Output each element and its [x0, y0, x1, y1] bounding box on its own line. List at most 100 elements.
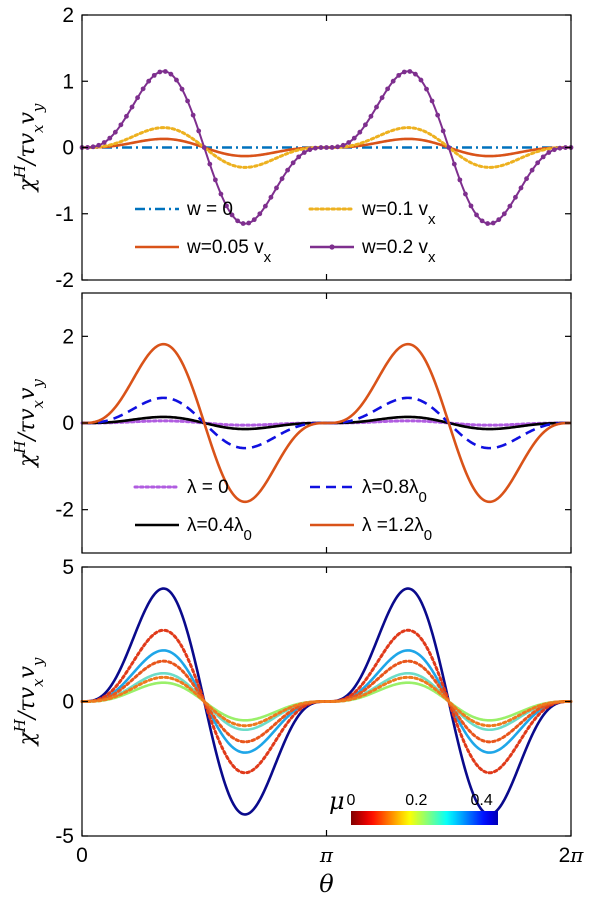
y-axis-label: χH/τvxvy — [11, 379, 47, 469]
y-tick-label: 0 — [62, 412, 74, 435]
series-marker — [129, 104, 135, 110]
legend: w = 0 w=0.1 vx w=0.05 vx w=0.2 vx — [135, 199, 436, 266]
series-marker — [168, 71, 174, 77]
series-marker — [513, 194, 518, 200]
y-tick-label: -1 — [55, 203, 74, 226]
series-marker — [290, 160, 296, 166]
series-marker — [424, 86, 429, 92]
series-marker — [140, 86, 146, 92]
series-marker — [507, 203, 513, 209]
series-marker — [240, 221, 246, 226]
x-tick-label: 0 — [76, 844, 88, 867]
series-marker — [218, 191, 224, 197]
y-axis-label: χH/τvxvy — [11, 657, 47, 747]
series-marker — [368, 113, 374, 119]
series-marker — [546, 150, 552, 155]
series-marker — [107, 135, 113, 141]
y-tick-label: 1 — [62, 70, 74, 93]
x-axis-label: θ — [319, 870, 334, 898]
series-line-4 — [82, 342, 571, 504]
series-marker — [157, 69, 163, 75]
series-marker — [101, 140, 107, 145]
y-tick-label: -2 — [55, 499, 74, 522]
series-marker — [529, 167, 535, 173]
series-marker — [490, 220, 496, 226]
series-marker — [390, 78, 396, 84]
series-marker — [518, 185, 524, 191]
series-marker — [279, 176, 285, 182]
series-marker — [501, 211, 507, 217]
series-marker — [479, 218, 485, 224]
series-marker — [440, 128, 446, 134]
series-marker — [162, 69, 168, 74]
series-marker — [207, 161, 213, 167]
series-marker — [118, 122, 124, 128]
series-marker — [363, 122, 368, 128]
colorbar-tick-label: 0 — [347, 792, 356, 809]
series-marker — [246, 220, 252, 226]
series-marker — [335, 144, 341, 150]
y-tick-label: -2 — [55, 269, 74, 292]
legend-label: λ = 0 — [187, 477, 229, 498]
legend: λ = 0 λ=0.8λ0 λ=0.4λ0 λ =1.2λ0 — [133, 477, 432, 544]
series-marker — [524, 176, 529, 182]
series-marker — [212, 177, 218, 183]
series-marker — [174, 77, 179, 83]
series-marker — [179, 86, 185, 92]
series-marker — [446, 145, 452, 150]
series-marker — [112, 129, 118, 135]
series-marker — [257, 211, 263, 217]
y-tick-label: -5 — [55, 825, 74, 848]
series-marker — [407, 69, 413, 74]
series-marker — [318, 145, 324, 150]
series-marker — [396, 72, 402, 78]
x-tick-label: 2π — [559, 843, 585, 867]
series-marker — [379, 95, 385, 101]
series-marker — [551, 147, 557, 153]
series-marker — [357, 129, 363, 135]
series-marker — [312, 145, 318, 151]
panel-1: -2 -1 0 1 2 χH/τvxvy w = 0 w=0.1 vx w=0.05 vx w=0… — [11, 4, 574, 292]
legend-label: w=0.1 vx — [361, 199, 436, 228]
panel-2: -2 0 2 χH/τvxvy λ = 0 λ=0.8λ0 λ=0.4λ0 λ =1.2λ0 — [11, 292, 573, 554]
series-marker — [196, 128, 202, 134]
series-marker — [474, 212, 479, 218]
series-marker — [351, 135, 357, 141]
y-tick-label: 5 — [62, 556, 74, 579]
series-marker — [285, 167, 290, 173]
series-marker — [146, 78, 152, 84]
series-marker — [496, 217, 502, 223]
series-marker — [190, 112, 196, 118]
legend-label: w=0.05 vx — [186, 237, 272, 266]
series-marker — [418, 77, 424, 83]
series-marker — [135, 95, 140, 101]
series-marker — [96, 142, 102, 148]
y-tick-label: 2 — [62, 325, 74, 348]
series-line-7 — [80, 675, 573, 728]
series-marker — [251, 217, 257, 223]
legend-label: w=0.2 vx — [361, 237, 436, 266]
series-marker — [235, 218, 240, 224]
series-marker — [262, 203, 268, 209]
series-marker — [185, 98, 190, 104]
y-tick-label: 2 — [62, 4, 74, 27]
series-marker — [401, 69, 407, 75]
series-marker — [451, 161, 457, 167]
series-marker — [463, 191, 468, 197]
legend-label: λ=0.4λ0 — [187, 515, 252, 544]
series-marker — [468, 203, 474, 209]
series-marker — [324, 145, 329, 150]
legend-label: λ =1.2λ0 — [362, 515, 432, 544]
series-marker — [535, 160, 541, 166]
series-marker — [224, 203, 229, 209]
x-tick-label: π — [319, 843, 334, 867]
series-marker — [374, 104, 379, 110]
colorbar-label: μ — [329, 787, 345, 815]
series-marker — [540, 154, 546, 160]
series-marker — [301, 150, 307, 155]
legend-marker — [329, 244, 335, 250]
series-marker — [229, 212, 235, 218]
series-marker — [329, 145, 335, 150]
